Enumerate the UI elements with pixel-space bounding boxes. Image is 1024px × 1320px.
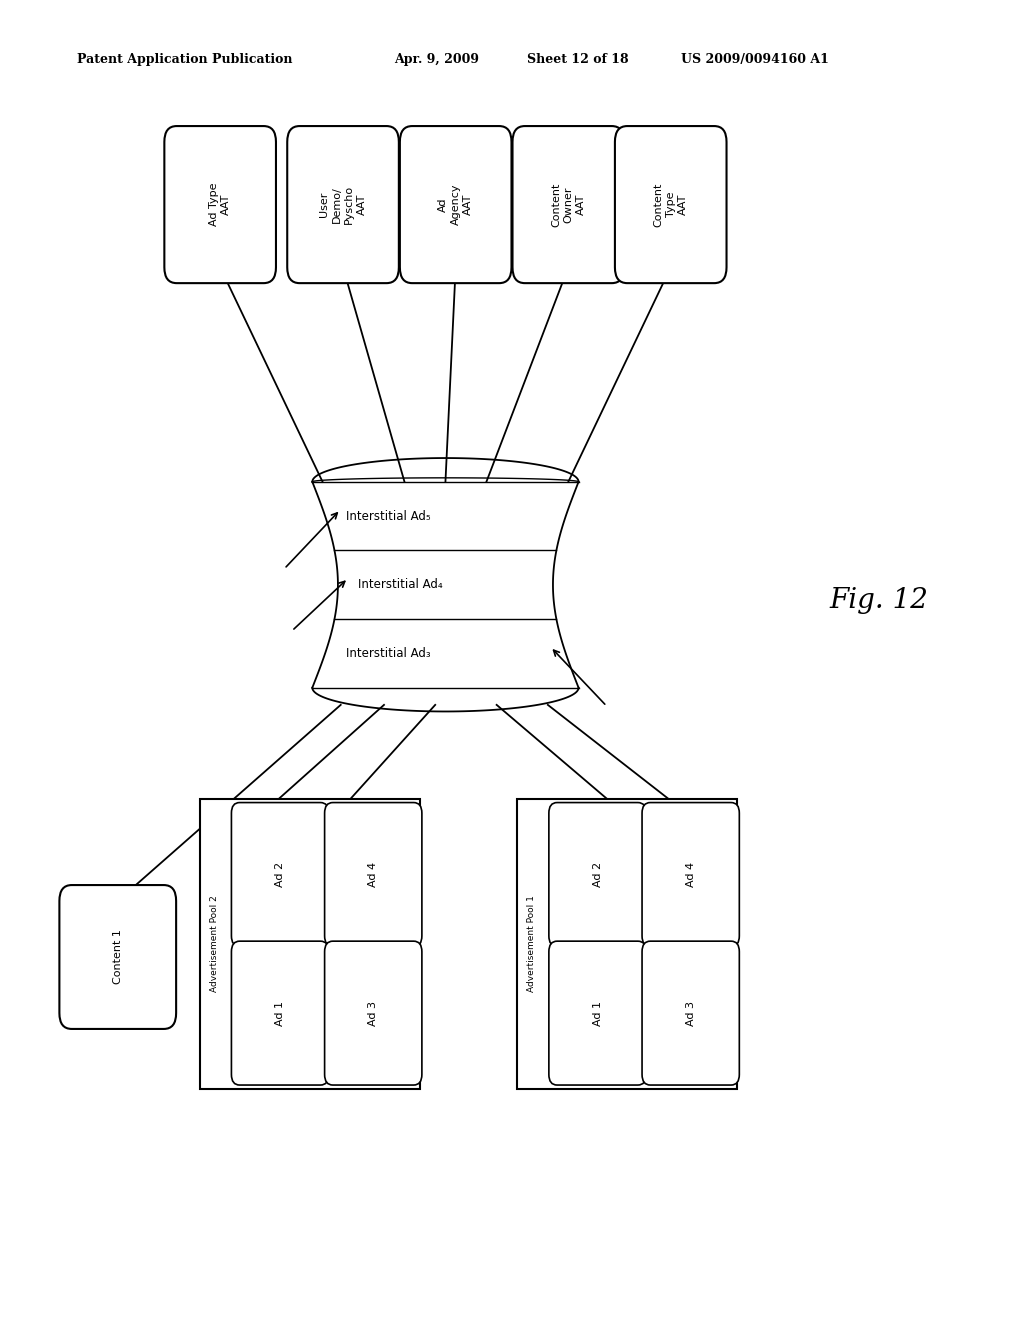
Text: Content
Type
AAT: Content Type AAT bbox=[653, 182, 688, 227]
FancyBboxPatch shape bbox=[325, 803, 422, 946]
FancyBboxPatch shape bbox=[59, 884, 176, 1030]
Text: User
Demo/
Pyscho
AAT: User Demo/ Pyscho AAT bbox=[319, 185, 367, 224]
Text: Ad 4: Ad 4 bbox=[369, 862, 378, 887]
FancyBboxPatch shape bbox=[642, 941, 739, 1085]
Text: Ad 2: Ad 2 bbox=[593, 862, 602, 887]
Text: Ad Type
AAT: Ad Type AAT bbox=[209, 183, 231, 226]
FancyBboxPatch shape bbox=[642, 803, 739, 946]
Text: Ad 4: Ad 4 bbox=[686, 862, 695, 887]
Text: Sheet 12 of 18: Sheet 12 of 18 bbox=[527, 53, 629, 66]
Text: Interstitial Ad₄: Interstitial Ad₄ bbox=[358, 578, 443, 591]
FancyBboxPatch shape bbox=[231, 941, 329, 1085]
Text: Ad 3: Ad 3 bbox=[369, 1001, 378, 1026]
FancyBboxPatch shape bbox=[164, 125, 275, 284]
Text: US 2009/0094160 A1: US 2009/0094160 A1 bbox=[681, 53, 828, 66]
Bar bbox=[200, 799, 420, 1089]
Bar bbox=[517, 799, 737, 1089]
FancyBboxPatch shape bbox=[549, 941, 646, 1085]
Text: Ad
Agency
AAT: Ad Agency AAT bbox=[438, 183, 473, 226]
Text: Apr. 9, 2009: Apr. 9, 2009 bbox=[394, 53, 479, 66]
Text: Ad 3: Ad 3 bbox=[686, 1001, 695, 1026]
FancyBboxPatch shape bbox=[325, 941, 422, 1085]
FancyBboxPatch shape bbox=[549, 803, 646, 946]
Text: Ad 1: Ad 1 bbox=[593, 1001, 602, 1026]
Text: Advertisement Pool 2: Advertisement Pool 2 bbox=[210, 895, 218, 993]
Text: Ad 1: Ad 1 bbox=[275, 1001, 285, 1026]
Text: Content
Owner
AAT: Content Owner AAT bbox=[551, 182, 586, 227]
Text: Interstitial Ad₃: Interstitial Ad₃ bbox=[346, 647, 430, 660]
FancyBboxPatch shape bbox=[614, 125, 727, 284]
FancyBboxPatch shape bbox=[399, 125, 512, 284]
FancyBboxPatch shape bbox=[513, 125, 625, 284]
FancyBboxPatch shape bbox=[231, 803, 329, 946]
Text: Interstitial Ad₅: Interstitial Ad₅ bbox=[346, 510, 430, 523]
Text: Patent Application Publication: Patent Application Publication bbox=[77, 53, 292, 66]
Text: Advertisement Pool 1: Advertisement Pool 1 bbox=[527, 895, 536, 993]
FancyBboxPatch shape bbox=[287, 125, 399, 284]
Text: Content 1: Content 1 bbox=[113, 929, 123, 985]
Text: Ad 2: Ad 2 bbox=[275, 862, 285, 887]
Text: Fig. 12: Fig. 12 bbox=[829, 587, 929, 614]
